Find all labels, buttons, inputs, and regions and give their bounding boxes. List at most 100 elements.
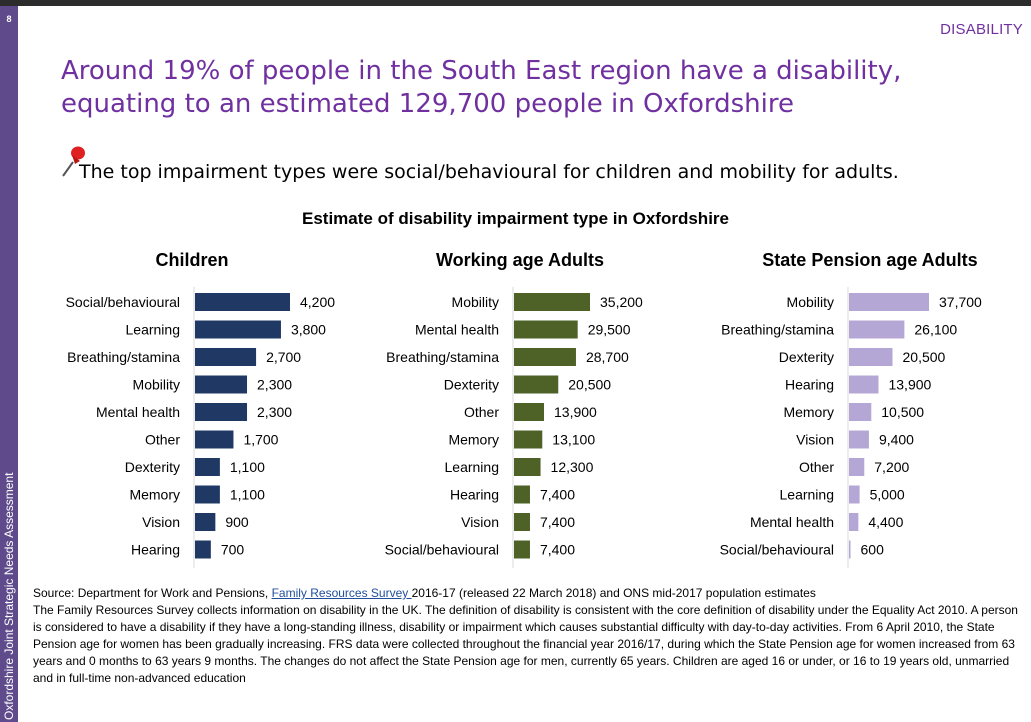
bar (514, 375, 559, 394)
bar (514, 485, 530, 504)
data-label: 26,100 (914, 322, 957, 338)
page-number: 8 (6, 14, 12, 24)
data-label: 7,400 (540, 514, 575, 530)
category-label: Dexterity (444, 377, 499, 393)
panel-title-pension: State Pension age Adults (762, 250, 978, 270)
category-label: Mental health (750, 514, 834, 530)
category-label: Learning (445, 459, 500, 475)
data-label: 4,200 (300, 294, 335, 310)
bar (849, 375, 879, 394)
source-note: Source: Department for Work and Pensions… (33, 585, 1023, 687)
category-label: Memory (448, 432, 499, 448)
category-label: Mental health (96, 404, 180, 420)
category-label: Other (145, 432, 180, 448)
bar (195, 348, 257, 366)
panel-title-working: Working age Adults (435, 250, 604, 270)
bar (849, 458, 865, 476)
bar (849, 485, 860, 504)
data-label: 5,000 (870, 487, 905, 503)
bar (849, 293, 929, 311)
section-tag: DISABILITY (940, 21, 1023, 38)
category-label: Vision (796, 432, 834, 448)
data-label: 12,300 (551, 459, 594, 475)
data-label: 1,700 (243, 432, 278, 448)
bar (514, 513, 530, 531)
bar (849, 513, 859, 531)
bar (514, 430, 543, 449)
data-label: 9,400 (879, 432, 914, 448)
bar (514, 403, 545, 421)
data-label: 37,700 (939, 294, 982, 310)
data-label: 3,800 (291, 322, 326, 338)
family-resources-survey-link[interactable]: Family Resources Survey (271, 586, 412, 600)
source-body: The Family Resources Survey collects inf… (33, 603, 1018, 685)
source-prefix: Source: Department for Work and Pensions… (33, 586, 272, 600)
data-label: 10,500 (881, 404, 924, 420)
category-label: Other (799, 459, 834, 475)
top-bar (0, 0, 1031, 6)
bar (195, 403, 248, 421)
category-label: Social/behavioural (720, 542, 834, 558)
bar (849, 540, 851, 559)
category-label: Hearing (131, 542, 180, 558)
bar (195, 375, 248, 394)
bar (514, 348, 576, 366)
category-label: Hearing (450, 487, 499, 503)
bullet-text: The top impairment types were social/beh… (79, 161, 899, 183)
data-label: 7,200 (874, 459, 909, 475)
bar (514, 293, 590, 311)
data-label: 1,100 (230, 487, 265, 503)
data-label: 13,900 (554, 404, 597, 420)
data-label: 13,900 (888, 377, 931, 393)
category-label: Vision (461, 514, 499, 530)
category-label: Dexterity (125, 459, 180, 475)
category-label: Breathing/stamina (721, 322, 834, 338)
sidebar (0, 6, 18, 722)
category-label: Breathing/stamina (67, 349, 180, 365)
data-label: 13,100 (552, 432, 595, 448)
category-label: Vision (142, 514, 180, 530)
bar (195, 293, 290, 311)
data-label: 35,200 (600, 294, 643, 310)
chart-title: Estimate of disability impairment type i… (302, 209, 729, 228)
page-title: Around 19% of people in the South East r… (61, 56, 902, 119)
data-label: 2,300 (257, 404, 292, 420)
category-label: Mental health (415, 322, 499, 338)
data-label: 2,700 (266, 349, 301, 365)
data-label: 20,500 (903, 349, 946, 365)
category-label: Other (464, 404, 499, 420)
children-chart: Social/behavioural 4,200 Learning 3,800 Brea… (66, 287, 335, 568)
data-label: 20,500 (568, 377, 611, 393)
bar (849, 430, 869, 449)
bar (514, 320, 578, 339)
category-label: Hearing (785, 377, 834, 393)
bar (849, 320, 905, 339)
data-label: 28,700 (586, 349, 629, 365)
category-label: Mobility (787, 294, 834, 310)
bar (849, 403, 872, 421)
bar (195, 540, 211, 559)
impairment-bar-charts: Social/behavioural 4,200 Learning 3,800 Brea… (66, 287, 982, 568)
bar (514, 458, 541, 476)
bar (849, 348, 893, 366)
category-label: Learning (126, 322, 181, 338)
data-label: 600 (861, 542, 885, 558)
category-label: Learning (780, 487, 835, 503)
data-label: 4,400 (868, 514, 903, 530)
category-label: Breathing/stamina (386, 349, 499, 365)
data-label: 700 (221, 542, 245, 558)
data-label: 900 (225, 514, 249, 530)
pension-age-chart: Mobility 37,700 Breathing/stamina 26,100 Dex… (720, 287, 982, 568)
data-label: 7,400 (540, 487, 575, 503)
data-label: 29,500 (588, 322, 631, 338)
bar (195, 513, 216, 531)
bar (195, 320, 281, 339)
data-label: 2,300 (257, 377, 292, 393)
category-label: Social/behavioural (66, 294, 180, 310)
category-label: Memory (129, 487, 180, 503)
data-label: 7,400 (540, 542, 575, 558)
source-line: Source: Department for Work and Pensions… (33, 585, 1023, 602)
working-age-chart: Mobility 35,200 Mental health 29,500 Breathi… (385, 287, 643, 568)
category-label: Mobility (452, 294, 499, 310)
category-label: Memory (783, 404, 834, 420)
